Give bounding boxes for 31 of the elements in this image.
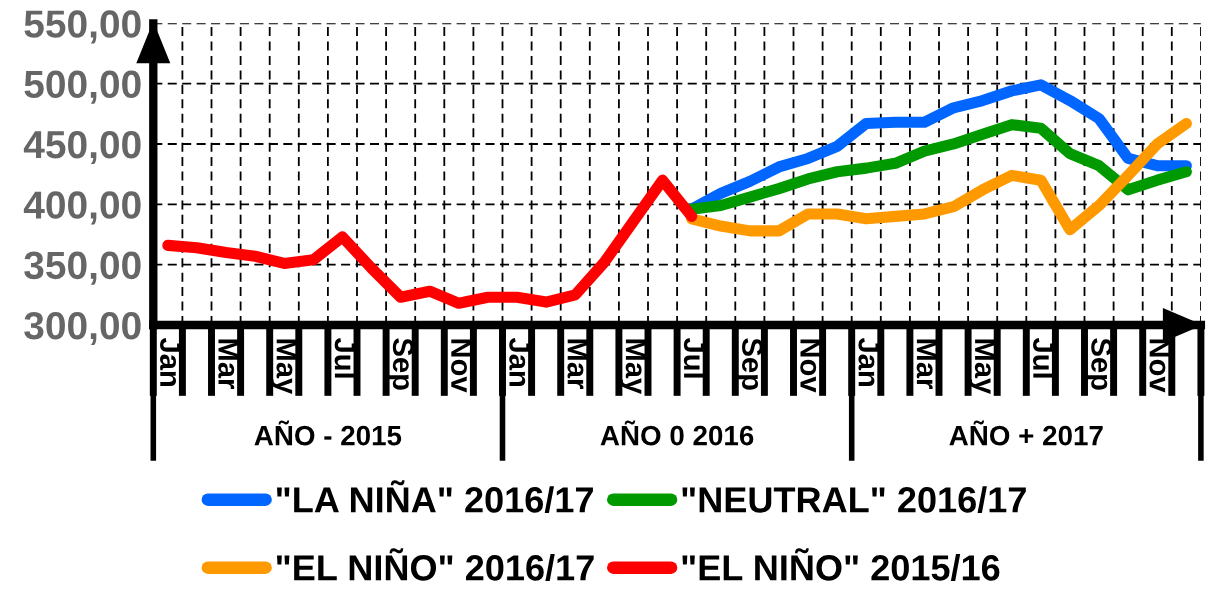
- y-tick-label: 550,00: [24, 10, 141, 44]
- text: AÑO + 2017: [949, 420, 1103, 446]
- x-tick-label: May: [270, 339, 297, 395]
- text: AÑO - 2015: [254, 420, 402, 446]
- x-tick-label: Nov: [800, 339, 821, 393]
- legend-label: "EL NIÑO" 2016/17: [277, 548, 594, 582]
- legend-label: "EL NIÑO" 2015/16: [682, 548, 1000, 582]
- x-tick-label: Mar: [916, 339, 937, 389]
- x-tick-label: Sep: [387, 338, 414, 390]
- x-tick-label: Nov: [451, 339, 472, 393]
- x-tick-label: Jan: [160, 337, 181, 386]
- x-tick-label: May: [619, 339, 646, 395]
- y-tick-label: 450,00: [23, 130, 141, 165]
- x-tick-label: Jul: [683, 337, 706, 378]
- legend-label: "NEUTRAL" 2016/17: [682, 486, 1026, 514]
- y-tick-label: 350,00: [24, 251, 141, 285]
- x-tick-label: Mar: [218, 339, 239, 389]
- x-tick-label: Jul: [334, 337, 357, 378]
- x-tick-label: Jan: [509, 337, 530, 386]
- x-tick-label: Jul: [1033, 337, 1055, 378]
- x-tick-label: Jan: [858, 337, 879, 386]
- y-tick-label: 300,00: [24, 311, 141, 346]
- legend-label: "LA NIÑA" 2016/17: [277, 480, 593, 514]
- text: AÑO 0 2016: [600, 420, 754, 446]
- y-tick-label: 400,00: [23, 191, 141, 225]
- x-tick-label: Mar: [567, 339, 588, 389]
- x-tick-label: Sep: [1085, 338, 1112, 390]
- x-tick-label: May: [969, 339, 996, 395]
- y-tick-label: 500,00: [24, 70, 141, 104]
- x-tick-label: Nov: [1149, 339, 1170, 393]
- x-tick-label: Sep: [736, 338, 763, 390]
